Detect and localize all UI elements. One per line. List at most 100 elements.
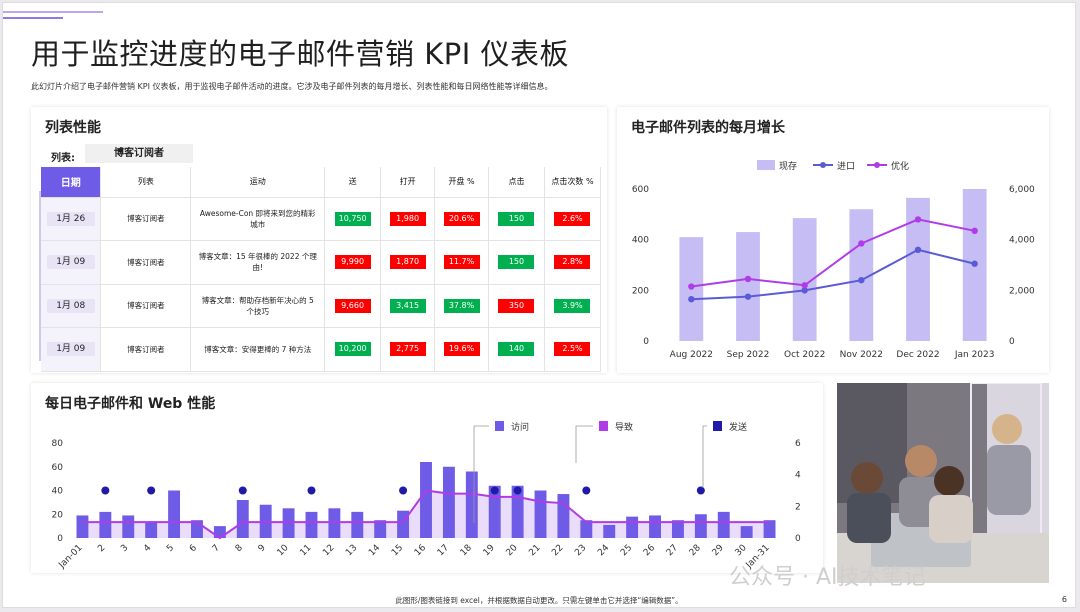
watermark: 公众号 · AI技术笔记: [729, 565, 926, 590]
bar: [465, 471, 478, 538]
series-point: [399, 486, 408, 495]
list-value[interactable]: 博客订阅者: [85, 144, 193, 163]
bar: [792, 218, 817, 341]
daily-performance-title: 每日电子邮件和 Web 性能: [45, 396, 216, 412]
y-tick-label: 0: [57, 534, 63, 544]
y-tick-label: 600: [632, 185, 649, 195]
series-point: [688, 296, 695, 303]
x-tick-label: Sep 2022: [727, 350, 770, 360]
x-tick-label: 21: [527, 543, 542, 558]
series-point: [490, 486, 499, 495]
decor-line: [3, 11, 103, 13]
decor-line: [3, 17, 63, 19]
series-point: [744, 275, 752, 283]
row-campaign: Awesome-Con 即将来到您的精彩城市: [190, 197, 326, 241]
x-tick-label: 14: [367, 543, 382, 558]
series-point: [914, 216, 922, 223]
click-pct-value: 2.6%: [554, 211, 591, 226]
open-value: 1,980: [389, 211, 426, 226]
team-photo: [837, 383, 1049, 583]
series-line: [691, 248, 975, 301]
x-tick-label: 7: [211, 543, 222, 554]
x-tick-label: Oct 2022: [784, 350, 825, 360]
x-tick-label: 27: [665, 543, 680, 558]
timeline-line: [39, 191, 41, 361]
bar: [626, 516, 639, 538]
row-campaign: 博客文章：15 年很棒的 2022 个理由!: [190, 240, 326, 285]
y-tick-label: 400: [632, 236, 649, 246]
x-tick-label: 4: [142, 543, 153, 554]
x-tick-label: Jan-01: [57, 543, 85, 571]
sent-value: 9,990: [334, 255, 371, 270]
series-point: [801, 287, 808, 294]
sent-value: 9,660: [334, 298, 371, 313]
series-line: [691, 218, 975, 288]
x-tick-label: Dec 2022: [896, 350, 939, 360]
series-point: [688, 283, 695, 290]
x-tick-label: 19: [482, 543, 497, 558]
row-list: 博客订阅者: [100, 240, 192, 285]
legend-callout: [575, 425, 593, 463]
series-point: [914, 246, 922, 253]
bar: [374, 520, 387, 538]
legend-label: 进口: [837, 161, 855, 172]
row-campaign: 博客文章：安得更棒的 7 种方法: [190, 327, 326, 372]
legend-label: 优化: [891, 160, 909, 172]
series-point: [744, 293, 752, 300]
bar: [168, 490, 181, 538]
bar: [763, 520, 776, 538]
bar: [305, 511, 318, 538]
row-date: 1月 26: [46, 211, 95, 226]
row-list: 博客订阅者: [100, 197, 192, 241]
x-tick-label: 5: [165, 543, 176, 554]
list-label: 列表:: [51, 153, 75, 164]
page-subtitle: 此幻灯片介绍了电子邮件营销 KPI 仪表板，用于监视电子邮件活动的进度。它涉及电…: [31, 82, 553, 91]
x-tick-label: 22: [550, 543, 565, 558]
y2-tick-label: 6,000: [1009, 185, 1035, 195]
column-header: 点击次数 %: [544, 167, 602, 198]
y-tick-label: 60: [52, 463, 64, 473]
series-point: [971, 227, 978, 234]
x-tick-label: 15: [390, 543, 405, 558]
x-tick-label: 10: [276, 543, 291, 558]
y-tick-label: 20: [52, 510, 64, 520]
page-number: 6: [1061, 595, 1067, 604]
legend-callout: [702, 425, 707, 488]
bar: [649, 515, 661, 538]
bar: [717, 511, 730, 538]
y2-tick-label: 2,000: [1009, 286, 1035, 296]
x-tick-label: 20: [505, 543, 520, 558]
list-performance-title: 列表性能: [45, 120, 101, 136]
bar: [397, 510, 410, 538]
x-tick-label: 16: [413, 543, 428, 558]
x-tick-label: 3: [119, 543, 130, 554]
sent-value: 10,200: [334, 342, 371, 357]
daily-performance-card: 每日电子邮件和 Web 性能 0 20 40 60 80 0 2 4 6 Jan-01 2 3 4 5 6 7…: [31, 383, 823, 573]
x-tick-label: 17: [436, 543, 451, 558]
y-tick-label: 80: [52, 439, 64, 449]
open-pct-value: 19.6%: [443, 342, 480, 357]
legend-label: 现存: [779, 160, 797, 172]
team-photo-illustration: [837, 383, 1049, 583]
list-performance-table: 日期 列表 运动 送 打开 开盘 % 点击 点击次数 % 1月 26 博客订阅者…: [41, 167, 602, 372]
click-value: 140: [498, 342, 535, 357]
legend-swatch: [757, 160, 775, 170]
row-campaign: 博客文章：帮助存档新年决心的 5 个技巧: [190, 284, 326, 328]
table-row: 1月 26 博客订阅者 Awesome-Con 即将来到您的精彩城市 10,75…: [41, 197, 602, 241]
row-list: 博客订阅者: [100, 327, 192, 372]
x-tick-label: Jan 2023: [954, 350, 995, 360]
y-tick-label: 40: [52, 487, 64, 497]
x-tick-label: 8: [234, 543, 245, 554]
series-point: [147, 486, 156, 495]
bar: [99, 511, 112, 538]
bar: [906, 197, 930, 341]
series-point: [971, 260, 978, 267]
column-header: 列表: [100, 167, 192, 198]
monthly-growth-card: 电子邮件列表的每月增长 0 200 400 600 0 2,000 4,000 6,000 Au…: [617, 107, 1049, 373]
open-pct-value: 37.8%: [443, 298, 480, 313]
legend-label: 发送: [729, 421, 747, 433]
bar: [236, 500, 249, 538]
row-list: 博客订阅者: [100, 284, 192, 328]
